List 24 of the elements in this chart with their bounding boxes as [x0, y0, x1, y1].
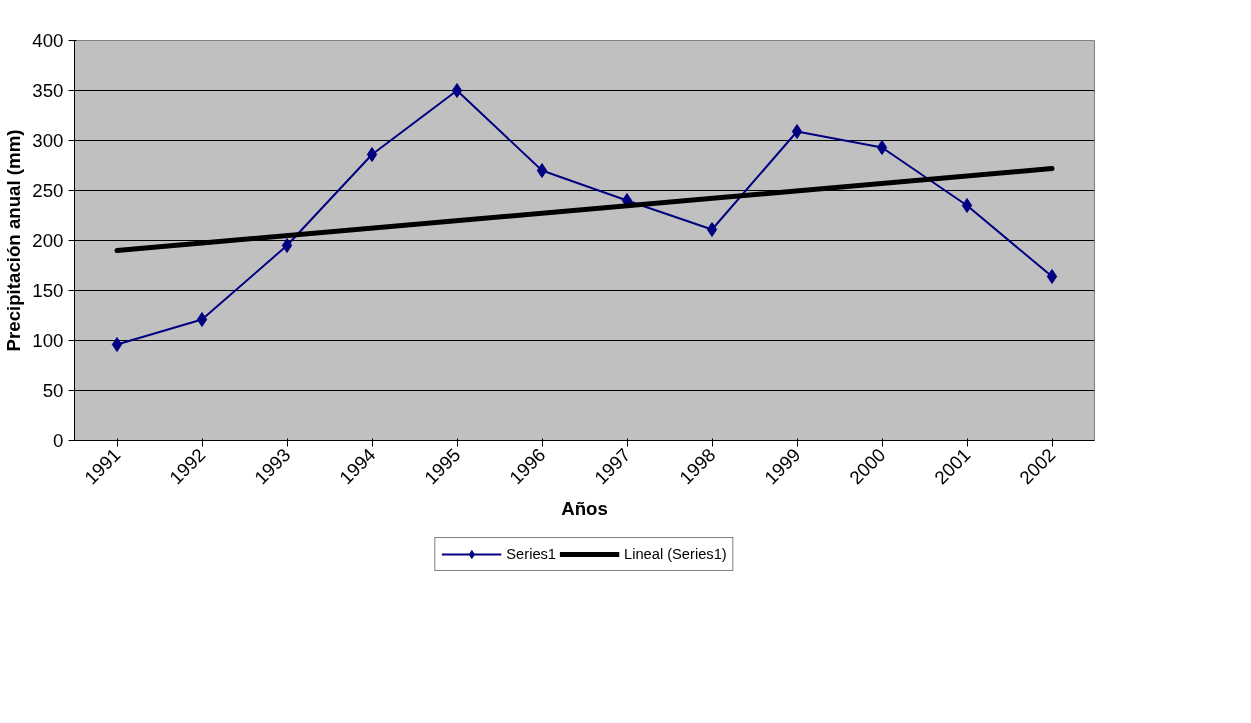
point	[876, 140, 888, 155]
legend-label: Series1	[506, 546, 557, 562]
point	[366, 147, 378, 162]
y-tick-label: 50	[42, 380, 64, 401]
point	[961, 198, 973, 213]
y-tick-label: 100	[32, 330, 64, 351]
y-tick-label: 200	[32, 230, 64, 251]
y-axis-title: Precipitación anual (mm)	[3, 129, 25, 352]
y-tick-label: 250	[32, 180, 64, 201]
point	[451, 83, 463, 98]
y-tick-label: 0	[53, 430, 64, 451]
point	[536, 163, 548, 178]
point	[706, 222, 718, 237]
legend-label: Lineal (Series1)	[624, 546, 727, 562]
point	[1046, 269, 1058, 284]
point	[281, 238, 293, 253]
point	[791, 124, 803, 139]
y-tick-label: 150	[32, 280, 64, 301]
y-tick-label: 300	[32, 130, 64, 151]
point	[111, 337, 123, 352]
x-axis-title: Años	[561, 498, 608, 520]
y-tick-label: 350	[32, 80, 64, 101]
point	[196, 312, 208, 327]
y-tick-label: 400	[32, 30, 64, 51]
